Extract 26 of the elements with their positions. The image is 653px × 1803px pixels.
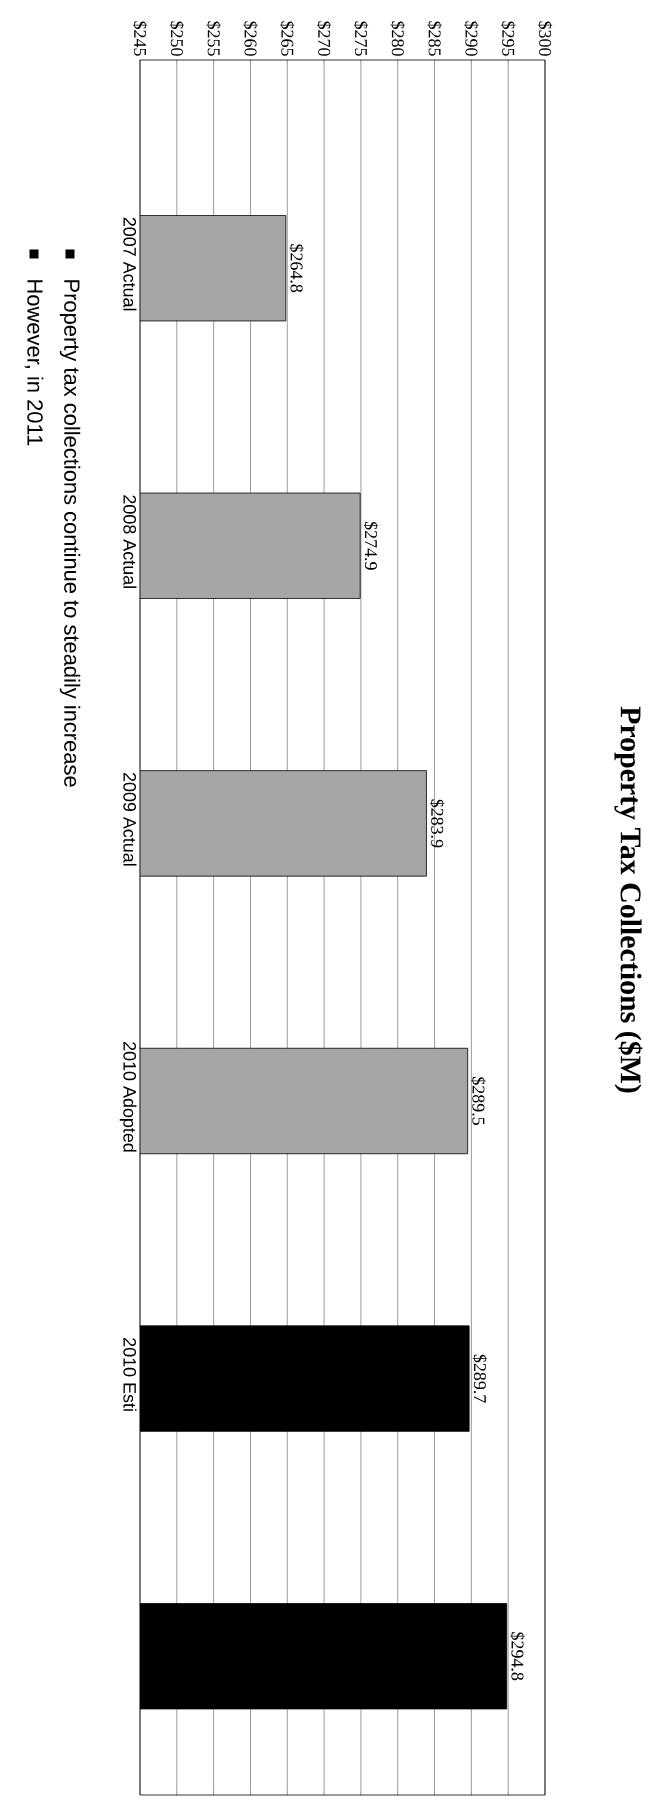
- x-tick-label: $245: [132, 21, 148, 56]
- x-tick-label: $265: [280, 21, 295, 56]
- y-tick-label: 2010 Adopted: [119, 1042, 137, 1152]
- text: Property Tax Collections ($M): [614, 706, 643, 1093]
- x-tick-label: $280: [390, 21, 405, 56]
- data-label: $283.9: [429, 799, 445, 848]
- y-tick-label: 2007 Actual: [123, 217, 137, 311]
- data-label: $289.5: [471, 1077, 486, 1125]
- x-tick-label: $270: [316, 21, 332, 56]
- data-label: $294.8: [510, 1632, 525, 1681]
- x-tick-label: $250: [169, 21, 184, 56]
- x-tick-label: $255: [206, 21, 221, 56]
- data-label: $264.8: [289, 244, 304, 293]
- x-tick-label: $275: [353, 21, 369, 56]
- x-tick-label: $290: [464, 21, 479, 56]
- y-tick-label: 2008 Actual: [123, 495, 137, 588]
- data-label: $274.9: [363, 521, 379, 570]
- y-tick-label: 2010 Esti: [123, 1338, 137, 1411]
- x-tick-label: $285: [427, 21, 442, 56]
- text: However, in 2011: [24, 280, 44, 446]
- y-tick-label: 2009 Actual: [123, 772, 137, 866]
- data-label: $289.7: [472, 1354, 488, 1403]
- x-tick-label: $300: [537, 21, 553, 56]
- x-tick-label: $295: [501, 21, 516, 56]
- text: Property tax collections continue to steadily increase: [59, 280, 81, 787]
- x-tick-label: $260: [243, 21, 258, 56]
